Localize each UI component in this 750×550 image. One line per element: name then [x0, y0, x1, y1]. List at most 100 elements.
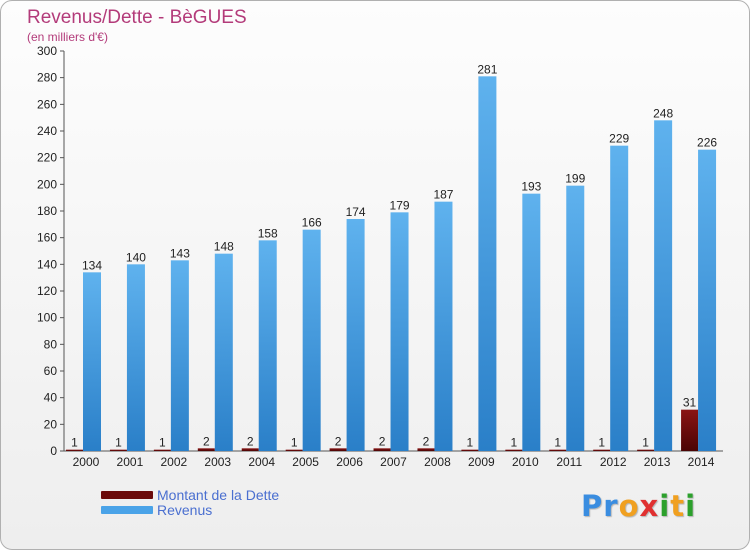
x-tick-label: 2012 — [600, 455, 627, 469]
y-tick-label: 80 — [44, 337, 58, 351]
x-tick-label: 2007 — [380, 455, 407, 469]
data-label-revenus: 226 — [697, 136, 717, 150]
legend-swatch-dette — [101, 490, 153, 499]
x-tick-label: 2002 — [160, 455, 187, 469]
data-label-dette: 1 — [510, 436, 517, 450]
bar-dette — [461, 449, 479, 451]
data-label-revenus: 281 — [477, 62, 497, 76]
data-label-revenus: 158 — [258, 226, 278, 240]
bar-revenus — [83, 272, 101, 451]
data-label-revenus: 166 — [302, 216, 322, 230]
data-label-revenus: 193 — [521, 180, 541, 194]
proxiti-logo: Proxiti — [581, 489, 696, 523]
logo-letter: i — [685, 489, 697, 523]
bar-dette — [593, 449, 611, 451]
x-tick-label: 2014 — [688, 455, 715, 469]
legend-label-dette: Montant de la Dette — [157, 486, 280, 503]
bar-revenus — [302, 229, 321, 451]
x-tick-label: 2000 — [73, 455, 100, 469]
y-tick-label: 140 — [37, 257, 57, 271]
data-label-dette: 1 — [291, 436, 298, 450]
data-label-dette: 1 — [467, 436, 474, 450]
bar-revenus — [698, 149, 717, 451]
data-label-revenus: 199 — [565, 172, 585, 186]
logo-letter: P — [581, 489, 604, 523]
y-tick-label: 40 — [44, 391, 58, 405]
bar-dette — [549, 449, 567, 451]
y-tick-label: 200 — [37, 177, 57, 191]
bar-dette — [197, 448, 215, 451]
legend-swatch-revenus — [101, 505, 153, 514]
y-tick-label: 220 — [37, 151, 57, 165]
bar-revenus — [522, 193, 541, 451]
y-tick-label: 20 — [44, 417, 58, 431]
bar-revenus — [610, 145, 629, 451]
data-label-dette: 1 — [642, 436, 649, 450]
bar-dette — [329, 448, 347, 451]
data-label-dette: 1 — [159, 436, 166, 450]
data-label-revenus: 179 — [390, 198, 410, 212]
data-label-dette: 1 — [598, 436, 605, 450]
bar-revenus — [126, 264, 145, 451]
x-tick-label: 2001 — [117, 455, 144, 469]
data-label-revenus: 148 — [214, 240, 234, 254]
bar-revenus — [214, 253, 233, 451]
y-tick-label: 100 — [37, 311, 57, 325]
bar-dette — [109, 449, 127, 451]
data-label-dette: 1 — [554, 436, 561, 450]
data-label-dette: 2 — [423, 434, 430, 448]
data-label-dette: 2 — [379, 434, 386, 448]
data-label-revenus: 229 — [609, 132, 629, 146]
bar-dette — [373, 448, 391, 451]
data-label-dette: 1 — [115, 436, 122, 450]
x-tick-label: 2009 — [468, 455, 495, 469]
data-label-revenus: 143 — [170, 246, 190, 260]
bar-dette — [637, 449, 655, 451]
logo-letter: o — [618, 489, 640, 523]
logo-letter: x — [639, 489, 660, 523]
bar-dette — [66, 449, 83, 451]
bar-dette — [417, 448, 435, 451]
x-tick-label: 2013 — [644, 455, 671, 469]
x-tick-label: 2011 — [556, 455, 582, 469]
data-label-dette: 2 — [203, 434, 210, 448]
chart-subtitle: (en milliers d'€) — [27, 30, 108, 44]
logo-letter: t — [670, 489, 686, 523]
bar-dette — [505, 449, 523, 451]
data-label-dette: 2 — [335, 434, 342, 448]
bar-dette — [153, 449, 171, 451]
data-label-revenus: 248 — [653, 106, 673, 120]
x-tick-label: 2003 — [204, 455, 231, 469]
legend: Montant de la Dette Revenus — [101, 486, 280, 518]
legend-item-dette: Montant de la Dette — [101, 486, 280, 503]
data-label-revenus: 187 — [433, 188, 453, 202]
logo-letter: r — [603, 489, 619, 523]
x-tick-label: 2004 — [248, 455, 275, 469]
x-tick-label: 2008 — [424, 455, 451, 469]
y-tick-label: 240 — [37, 124, 57, 138]
legend-label-revenus: Revenus — [157, 501, 213, 518]
legend-item-revenus: Revenus — [101, 501, 279, 518]
data-label-dette: 1 — [71, 436, 78, 450]
y-tick-label: 160 — [37, 231, 57, 245]
data-label-revenus: 134 — [82, 258, 102, 272]
x-tick-label: 2005 — [292, 455, 319, 469]
y-tick-label: 60 — [44, 364, 58, 378]
bar-revenus — [654, 120, 673, 451]
y-tick-label: 280 — [37, 71, 57, 85]
x-tick-label: 2010 — [512, 455, 539, 469]
y-tick-label: 0 — [50, 444, 57, 458]
bar-revenus — [566, 185, 585, 451]
bar-dette — [285, 449, 303, 451]
bar-revenus — [478, 76, 497, 451]
logo-letter: i — [659, 489, 671, 523]
bar-revenus — [170, 260, 189, 451]
data-label-dette: 2 — [247, 434, 254, 448]
bar-revenus — [346, 219, 365, 451]
chart-title: Revenus/Dette - BèGUES — [27, 7, 247, 28]
bar-revenus — [258, 240, 277, 451]
bar-revenus — [390, 212, 409, 451]
bar-dette — [681, 409, 699, 451]
